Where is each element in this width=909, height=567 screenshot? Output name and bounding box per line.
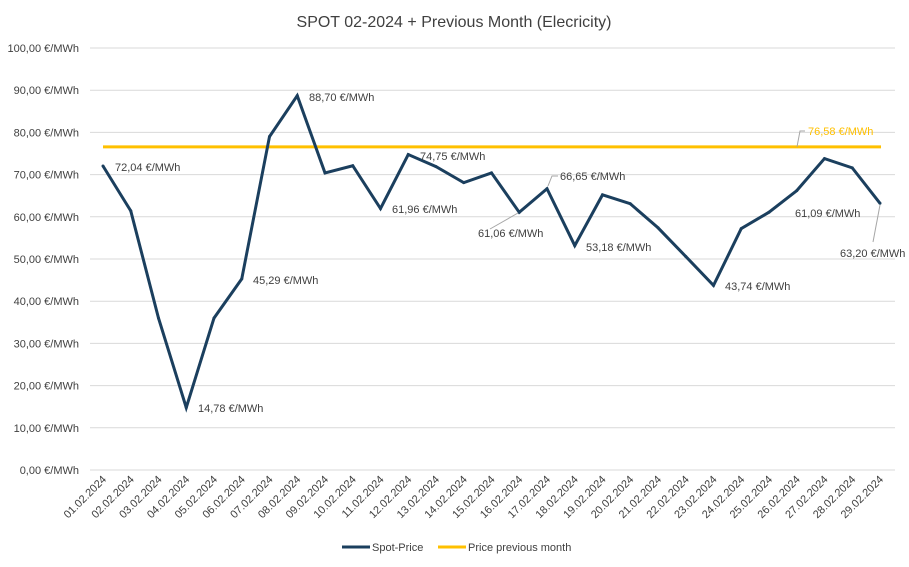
data-label: 45,29 €/MWh <box>253 275 318 287</box>
data-label: 61,96 €/MWh <box>392 204 457 216</box>
y-tick-label: 0,00 €/MWh <box>20 465 79 477</box>
spot-price-point <box>517 210 521 214</box>
y-tick-label: 100,00 €/MWh <box>7 43 79 55</box>
spot-price-point <box>490 171 493 175</box>
spot-price-point <box>628 202 632 206</box>
spot-price-point <box>767 210 771 214</box>
spot-price-point <box>212 316 216 320</box>
chart-title: SPOT 02-2024 + Previous Month (Elecricit… <box>297 14 612 31</box>
spot-price-point <box>101 164 105 168</box>
spot-price-point <box>601 193 604 197</box>
data-label: 72,04 €/MWh <box>115 162 180 174</box>
spot-price-point <box>295 94 299 98</box>
data-labels: 72,04 €/MWh 14,78 €/MWh 45,29 €/MWh 88,70 €… <box>115 92 905 415</box>
spot-price-point <box>379 207 382 211</box>
spot-price-point <box>573 244 577 248</box>
y-tick-label: 40,00 €/MWh <box>14 296 79 308</box>
spot-price-point <box>823 157 826 161</box>
spot-price-point <box>323 171 327 175</box>
spot-price-point <box>157 316 160 320</box>
y-tick-label: 90,00 €/MWh <box>14 85 79 97</box>
data-label: 43,74 €/MWh <box>725 281 790 293</box>
data-label: 53,18 €/MWh <box>586 242 651 254</box>
spot-price-point <box>684 254 688 258</box>
spot-price-point <box>406 153 410 157</box>
spot-price-point <box>351 164 355 168</box>
label-leader-line <box>489 212 519 230</box>
spot-price-point <box>712 283 715 287</box>
y-tick-label: 80,00 €/MWh <box>14 127 79 139</box>
data-label: 66,65 €/MWh <box>560 171 625 183</box>
gridlines <box>90 47 895 471</box>
data-label: 74,75 €/MWh <box>420 151 485 163</box>
y-tick-label: 60,00 €/MWh <box>14 212 79 224</box>
data-label: 63,20 €/MWh <box>840 248 905 260</box>
y-tick-label: 70,00 €/MWh <box>14 170 79 182</box>
y-tick-label: 10,00 €/MWh <box>14 423 79 435</box>
spot-price-point <box>462 181 466 185</box>
spot-price-point <box>184 406 188 410</box>
spot-price-point <box>656 226 660 230</box>
data-label: 61,06 €/MWh <box>478 228 543 240</box>
spot-price-point <box>795 189 799 193</box>
x-axis-ticks: 01.02.202402.02.202403.02.202404.02.2024… <box>62 474 886 521</box>
data-label: 61,09 €/MWh <box>795 208 860 220</box>
data-label: 88,70 €/MWh <box>309 92 374 104</box>
label-leader-line <box>796 130 805 147</box>
spot-price-point <box>545 187 549 191</box>
data-label: 14,78 €/MWh <box>198 403 263 415</box>
spot-price-point <box>739 227 743 231</box>
y-tick-label: 50,00 €/MWh <box>14 254 79 266</box>
y-axis-ticks: 0,00 €/MWh 10,00 €/MWh 20,00 €/MWh 30,00 €/… <box>7 43 79 477</box>
legend: Spot-Price Price previous month <box>342 542 571 554</box>
spot-price-point <box>129 209 133 213</box>
y-tick-label: 30,00 €/MWh <box>14 338 79 350</box>
spot-price-point <box>878 201 882 205</box>
legend-label-spot-price: Spot-Price <box>372 542 423 554</box>
spot-price-point <box>434 165 438 169</box>
legend-label-previous-month: Price previous month <box>468 542 571 554</box>
y-tick-label: 20,00 €/MWh <box>14 381 79 393</box>
spot-price-point <box>850 166 854 170</box>
spot-price-point <box>240 277 244 281</box>
label-leader-line <box>872 204 881 243</box>
previous-month-label: 76,58 €/MWh <box>808 126 873 138</box>
spot-price-line <box>101 92 882 413</box>
series-group <box>101 92 882 413</box>
label-leader-line <box>547 175 558 187</box>
spot-price-point <box>268 135 271 139</box>
